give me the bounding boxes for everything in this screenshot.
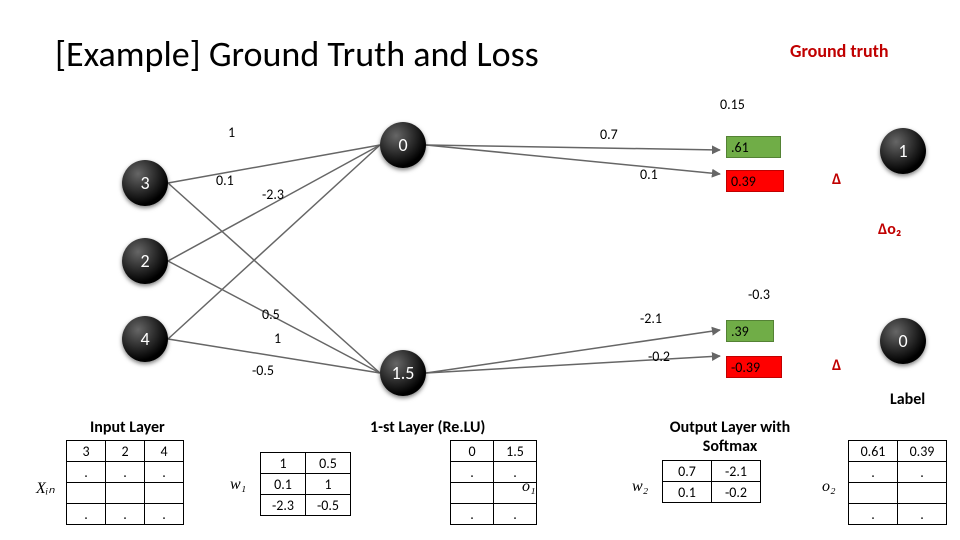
table-cell xyxy=(145,483,184,504)
edge-label: -0.2 xyxy=(648,348,670,365)
edge-label: -0.5 xyxy=(252,362,274,379)
table-cell: 0.1 xyxy=(261,474,306,495)
table-cell: . xyxy=(849,504,898,525)
table-cell xyxy=(106,483,145,504)
table-cell: . xyxy=(145,504,184,525)
node-in3: 4 xyxy=(122,316,168,362)
edge-label: -2.3 xyxy=(262,186,284,203)
table-cell: . xyxy=(145,462,184,483)
table-cell: 0 xyxy=(451,441,494,462)
node-h1: 0 xyxy=(380,122,426,168)
edge-label: 1 xyxy=(274,330,281,347)
delta-1: Δ xyxy=(832,170,841,189)
edge-label: -2.1 xyxy=(640,310,662,327)
table-cell: . xyxy=(451,504,494,525)
table-cell: -2.3 xyxy=(261,495,306,516)
table-cell: . xyxy=(494,504,537,525)
ground-truth-label: Ground truth xyxy=(790,40,889,62)
page-title: [Example] Ground Truth and Loss xyxy=(55,32,539,76)
node-out2: 0 xyxy=(880,318,926,364)
table-cell xyxy=(898,483,947,504)
table-cell: . xyxy=(898,504,947,525)
w2-var: w₂ xyxy=(632,478,648,496)
table-cell: 1 xyxy=(261,453,306,474)
table-cell: -2.1 xyxy=(712,461,761,482)
table-cell: . xyxy=(898,462,947,483)
edge-label: 0.5 xyxy=(262,306,280,323)
edge-label: 0.1 xyxy=(216,172,234,189)
table-cell: . xyxy=(67,462,106,483)
o2-var: o₂ xyxy=(822,478,836,496)
table-cell: 0.5 xyxy=(306,453,351,474)
xin-var: Xᵢₙ xyxy=(36,478,55,498)
label-text: Label xyxy=(890,390,925,409)
table-cell: 1.5 xyxy=(494,441,537,462)
loss-label: -0.3 xyxy=(748,286,770,303)
table-cell: 0.39 xyxy=(898,441,947,462)
table-cell: -0.2 xyxy=(712,482,761,503)
bar-o1-red: 0.39 xyxy=(726,170,784,192)
table-cell: . xyxy=(106,462,145,483)
table-cell: 0.61 xyxy=(849,441,898,462)
edge-label: 0.7 xyxy=(600,126,618,143)
loss-label: 0.15 xyxy=(720,96,745,113)
table-o2: 0.610.39.... xyxy=(848,440,947,525)
table-cell: 3 xyxy=(67,441,106,462)
table-cell: . xyxy=(106,504,145,525)
table-cell: 1 xyxy=(306,474,351,495)
table-o1: 01.5.... xyxy=(450,440,537,525)
node-h2: 1.5 xyxy=(380,350,426,396)
edge-label: 1 xyxy=(228,124,235,141)
table-cell xyxy=(494,483,537,504)
table-cell xyxy=(451,483,494,504)
table-w1: 10.50.11-2.3-0.5 xyxy=(260,452,351,516)
table-cell xyxy=(849,483,898,504)
table-cell: . xyxy=(849,462,898,483)
table-w2: 0.7-2.10.1-0.2 xyxy=(662,460,761,503)
node-in1: 3 xyxy=(122,160,168,206)
edge-label: 0.1 xyxy=(640,166,658,183)
bar-o2-green: .39 xyxy=(726,320,774,342)
section-input: Input Layer xyxy=(90,418,165,437)
bar-o2-red: -0.39 xyxy=(726,356,782,378)
table-cell: . xyxy=(494,462,537,483)
table-cell: . xyxy=(451,462,494,483)
table-cell: -0.5 xyxy=(306,495,351,516)
node-out1: 1 xyxy=(880,128,926,174)
table-cell: 4 xyxy=(145,441,184,462)
table-cell: 0.7 xyxy=(663,461,712,482)
section-hidden: 1-st Layer (Re.LU) xyxy=(370,418,485,437)
table-xin: 324...... xyxy=(66,440,184,525)
table-cell: . xyxy=(67,504,106,525)
section-output: Output Layer with Softmax xyxy=(660,418,800,456)
w1-var: w₁ xyxy=(230,476,246,494)
table-cell: 0.1 xyxy=(663,482,712,503)
table-cell: 2 xyxy=(106,441,145,462)
node-in2: 2 xyxy=(122,238,168,284)
delta-2: Δ xyxy=(832,356,841,375)
bar-o1-green: .61 xyxy=(726,136,781,158)
delta-o2: Δo₂ xyxy=(878,220,901,239)
table-cell xyxy=(67,483,106,504)
